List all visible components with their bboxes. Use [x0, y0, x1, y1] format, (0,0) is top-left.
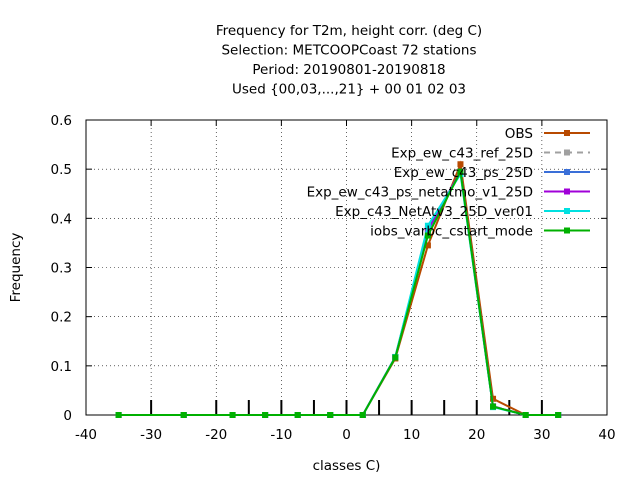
data-point: [555, 412, 562, 418]
data-point: [424, 222, 431, 229]
y-tick-label: 0.3: [51, 261, 72, 277]
legend-entry-label: Exp_ew_c43_ps_netatmo_v1_25D: [307, 185, 533, 201]
x-axis-label: classes C): [313, 458, 381, 474]
legend-entry-label: Exp_ew_c43_ref_25D: [391, 146, 533, 162]
x-tick-label: -30: [140, 427, 162, 443]
legend: OBS Exp_ew_c43_ref_25D Exp_ew_c43_ps_25D Ex…: [307, 126, 590, 240]
x-tick-label: 20: [468, 427, 485, 443]
legend-entry-marker: [564, 169, 570, 175]
y-tick-label: 0.2: [51, 310, 72, 326]
chart-title: Frequency for T2m, height corr. (deg C) S…: [216, 23, 482, 98]
data-point: [327, 412, 334, 418]
data-point: [522, 412, 529, 418]
legend-entry-label: Exp_ew_c43_ps_25D: [394, 165, 533, 181]
x-tick-label: -40: [75, 427, 97, 443]
legend-entry-marker: [564, 130, 570, 136]
data-point: [424, 242, 431, 249]
y-axis-label: Frequency: [8, 233, 24, 303]
data-point: [457, 168, 464, 175]
legend-entry-marker: [564, 208, 570, 214]
legend-entry-label: OBS: [505, 126, 533, 142]
x-tick-label: -10: [270, 427, 292, 443]
y-tick-label: 0.4: [51, 211, 72, 227]
series-lines: [115, 160, 562, 418]
data-point: [392, 354, 399, 361]
data-point: [457, 161, 464, 168]
axes: -40 -30 -20 -10 0 10 20 30 40 0 0.1 0.2 0.3 0.4 0.5 0.6: [51, 113, 616, 443]
title-line: Frequency for T2m, height corr. (deg C): [216, 23, 482, 39]
data-point: [180, 412, 187, 418]
y-tick-label: 0: [63, 408, 72, 424]
data-point: [490, 403, 497, 410]
data-point: [262, 412, 269, 418]
x-tick-label: 30: [533, 427, 550, 443]
x-tick-label: 40: [598, 427, 615, 443]
y-tick-label: 0.5: [51, 162, 72, 178]
title-line: Period: 20190801-20190818: [252, 62, 445, 78]
data-point: [424, 232, 431, 239]
y-tick-label: 0.6: [51, 113, 72, 129]
legend-entry-marker: [564, 188, 570, 195]
data-point: [490, 395, 497, 402]
y-tick-label: 0.1: [51, 359, 72, 375]
x-tick-label: 10: [403, 427, 420, 443]
data-point: [229, 412, 236, 418]
data-point: [294, 412, 301, 418]
grid: [86, 120, 607, 415]
legend-entry-label: Exp_c43_NetAtv3_25D_ver01: [335, 204, 533, 220]
x-tick-label: 0: [342, 427, 351, 443]
title-line: Selection: METCOOPCoast 72 stations: [221, 43, 476, 59]
title-line: Used {00,03,...,21} + 00 01 02 03: [232, 82, 466, 98]
legend-entry-marker: [564, 227, 570, 234]
x-tick-label: -20: [205, 427, 227, 443]
legend-entry-label: iobs_varbc_cstart_mode: [370, 224, 533, 240]
series-line: [118, 160, 559, 416]
data-point: [115, 412, 122, 418]
legend-entry-marker: [564, 149, 570, 156]
data-point: [359, 412, 366, 418]
